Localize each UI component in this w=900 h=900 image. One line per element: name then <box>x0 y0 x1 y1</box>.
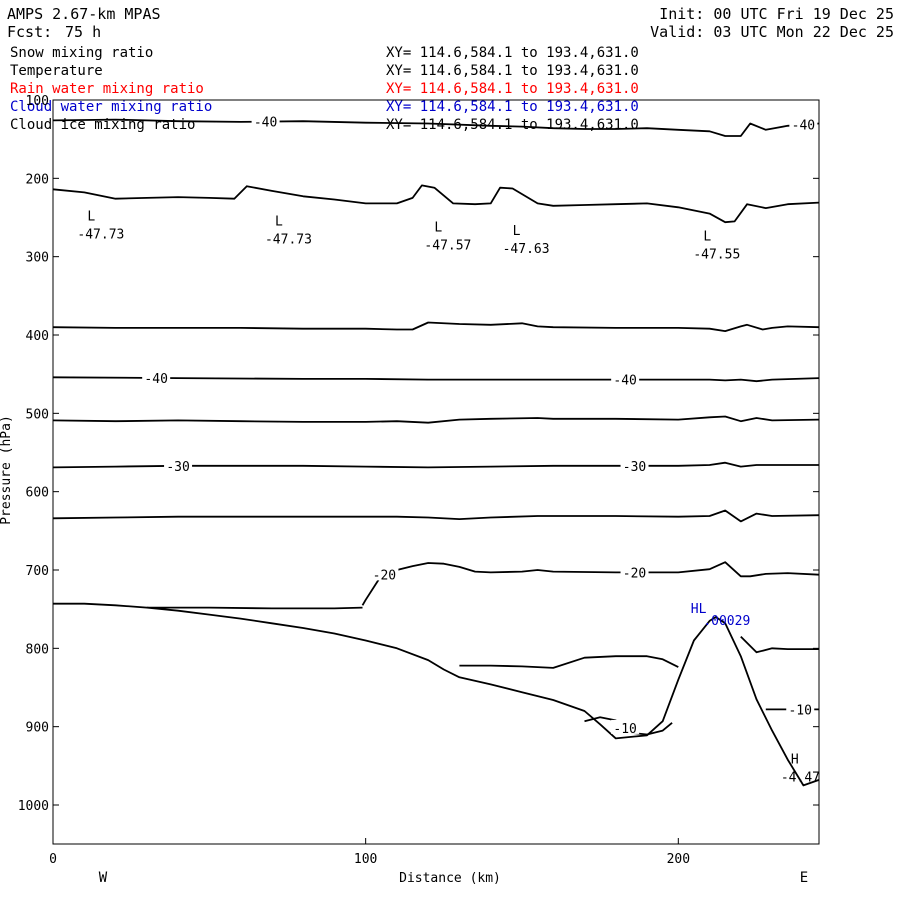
forecast-label: Fcst: <box>7 23 53 41</box>
contour-label: -40 <box>792 119 815 134</box>
legend-field-temperature: Temperature <box>10 63 103 79</box>
contour-label: -20 <box>623 566 646 581</box>
y-tick-label: 200 <box>26 172 49 187</box>
west-label: W <box>99 870 108 886</box>
contour-label: -40 <box>144 372 167 387</box>
contour-label-bg <box>620 564 649 579</box>
contour-label: -30 <box>166 460 189 475</box>
x-tick-label: 100 <box>354 852 377 867</box>
extremum-symbol: L <box>434 221 442 236</box>
plot-frame <box>52 99 820 845</box>
contour-label-bg <box>251 113 280 128</box>
isotherm-line <box>52 509 820 523</box>
y-tick-label: 100 <box>26 94 49 109</box>
isotherm-line <box>52 461 819 469</box>
legend-xy-rain: XY= 114.6,584.1 to 193.4,631.0 <box>386 81 639 97</box>
contour-label-bg <box>142 369 171 384</box>
contour-label-bg <box>370 566 399 581</box>
isotherm-line <box>146 606 363 610</box>
forecast-hours: 75 h <box>65 23 102 41</box>
isotherm-line <box>52 415 820 424</box>
contour-label: -40 <box>613 374 636 389</box>
legend-field-rain: Rain water mixing ratio <box>10 81 204 97</box>
valid-time: Valid: 03 UTC Mon 22 Dec 25 <box>650 23 894 41</box>
x-axis-label: Distance (km) <box>399 871 501 886</box>
extremum-value: -47.63 <box>503 242 550 257</box>
terrain-line <box>53 602 820 787</box>
legend-xy-temperature: XY= 114.6,584.1 to 193.4,631.0 <box>386 63 639 79</box>
isotherm-line <box>52 184 820 224</box>
isotherm-line <box>740 635 819 654</box>
contour-label-bg <box>611 371 640 386</box>
contour-label-bg <box>786 701 815 716</box>
legend-xy-cloud-water: XY= 114.6,584.1 to 193.4,631.0 <box>386 99 639 115</box>
contour-label: -30 <box>623 460 646 475</box>
y-tick-label: 300 <box>26 251 49 266</box>
y-tick-label: 1000 <box>18 799 49 814</box>
contour-label: -20 <box>373 568 396 583</box>
y-tick-label: 800 <box>26 642 49 657</box>
extremum-value: -47.55 <box>693 247 740 262</box>
extremum-symbol: L <box>275 214 283 229</box>
y-tick-label: 900 <box>26 721 49 736</box>
extremum-value: -47.57 <box>424 239 471 254</box>
y-tick-label: 500 <box>26 407 49 422</box>
contour-label: -40 <box>254 116 277 131</box>
east-label: E <box>800 870 808 886</box>
extremum-symbol: L <box>87 210 95 225</box>
isotherm-line <box>459 655 679 669</box>
contour-label-bg <box>620 457 649 472</box>
extremum-symbol: L <box>703 229 711 244</box>
y-tick-label: 600 <box>26 486 49 501</box>
legend-xy-snow: XY= 114.6,584.1 to 193.4,631.0 <box>386 45 639 61</box>
contour-label: -10 <box>788 703 811 718</box>
isotherm-line <box>361 561 820 606</box>
extremum-value: -47.73 <box>77 228 124 243</box>
extremum-value: -4.47 <box>781 771 820 786</box>
model-title: AMPS 2.67-km MPAS <box>7 5 161 23</box>
isotherm-line <box>52 321 820 333</box>
legend-field-cloud-water: Cloud water mixing ratio <box>10 99 213 115</box>
contour-label-bg <box>164 457 193 472</box>
extremum-symbol: H <box>791 753 799 768</box>
contour-label: -10 <box>613 722 636 737</box>
contour-label-bg <box>789 116 818 131</box>
extremum-value: -47.73 <box>265 232 312 247</box>
cloud-water-label: HL <box>691 602 707 617</box>
contour-label-bg <box>611 719 640 734</box>
legend-field-snow: Snow mixing ratio <box>10 45 154 61</box>
y-axis-label: Pressure (hPa) <box>0 415 14 525</box>
y-tick-label: 400 <box>26 329 49 344</box>
x-tick-label: 0 <box>49 852 57 867</box>
init-time: Init: 00 UTC Fri 19 Dec 25 <box>659 5 894 23</box>
cloud-water-label: .00029 <box>703 614 750 629</box>
x-tick-label: 200 <box>667 852 690 867</box>
y-tick-label: 700 <box>26 564 49 579</box>
isotherm-line <box>52 118 820 137</box>
extremum-symbol: L <box>513 224 521 239</box>
